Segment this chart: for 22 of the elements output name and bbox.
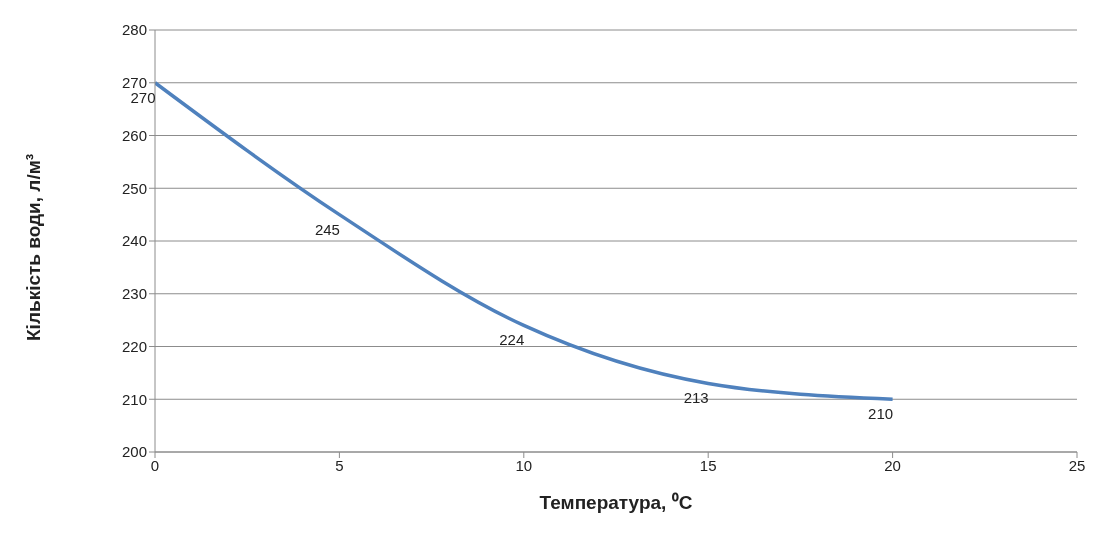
y-tick-label: 260 [121,126,147,144]
data-label: 210 [868,405,894,423]
y-tick-label: 280 [121,21,147,39]
data-label: 245 [314,220,340,238]
y-tick-label: 200 [121,443,147,461]
y-tick-label: 250 [121,179,147,197]
y-tick-label: 210 [121,390,147,408]
x-tick-label: 25 [1068,456,1086,474]
y-axis-title: Кількість води, л/м³ [22,153,44,341]
x-tick-label: 0 [150,456,160,474]
y-tick-label: 220 [121,337,147,355]
y-tick-label: 270 [121,74,147,92]
x-tick-label: 20 [884,456,901,474]
x-tick-label: 5 [335,456,344,474]
x-tick-label: 15 [699,456,717,474]
y-tick-label: 240 [121,232,147,250]
y-tick-label: 230 [121,285,147,303]
data-label: 213 [683,389,709,407]
x-tick-label: 10 [515,456,533,474]
data-label: 224 [499,331,525,349]
line-series [155,81,895,401]
x-axis-title: Температура, ⁰C [539,492,693,513]
